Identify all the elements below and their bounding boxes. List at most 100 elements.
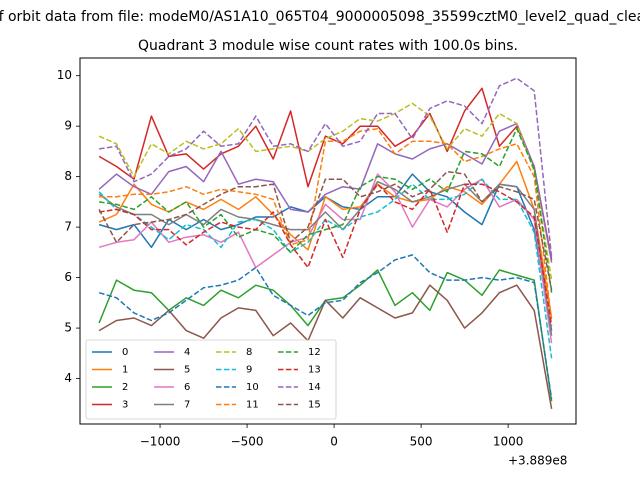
data-point-3-13 (325, 136, 326, 137)
data-point-2-3 (151, 292, 152, 293)
series-line-6 (98, 173, 553, 344)
legend-label-14: 14 (308, 382, 321, 393)
data-point-11-20 (447, 143, 448, 144)
data-point-10-19 (429, 272, 430, 273)
data-point-4-13 (325, 194, 326, 195)
data-point-2-8 (238, 297, 239, 298)
data-point-1-11 (290, 234, 291, 235)
data-point-10-9 (255, 267, 256, 268)
data-point-0-11 (290, 206, 291, 207)
legend-label-12: 12 (308, 347, 321, 358)
data-point-6-17 (394, 191, 395, 192)
data-point-10-10 (273, 295, 274, 296)
data-point-11-15 (360, 131, 361, 132)
data-point-10-6 (203, 287, 204, 288)
data-point-10-14 (342, 300, 343, 301)
data-point-9-4 (168, 239, 169, 240)
data-point-13-5 (186, 244, 187, 245)
data-point-4-23 (499, 131, 500, 132)
data-point-8-3 (151, 143, 152, 144)
data-point-5-18 (412, 312, 413, 313)
data-point-1-10 (273, 214, 274, 215)
data-point-11-1 (116, 196, 117, 197)
data-point-4-9 (255, 179, 256, 180)
data-point-2-12 (307, 325, 308, 326)
data-point-2-0 (99, 322, 100, 323)
data-point-6-23 (499, 206, 500, 207)
data-point-13-20 (447, 232, 448, 233)
data-point-15-11 (290, 242, 291, 243)
data-point-8-22 (481, 136, 482, 137)
data-point-14-26 (551, 257, 552, 258)
data-point-2-25 (534, 280, 535, 281)
data-point-10-1 (116, 297, 117, 298)
data-point-15-13 (325, 179, 326, 180)
data-point-12-25 (534, 169, 535, 170)
data-point-12-20 (447, 191, 448, 192)
data-point-7-18 (412, 201, 413, 202)
series-line-10 (98, 254, 553, 399)
data-point-4-22 (481, 163, 482, 164)
data-point-7-16 (377, 181, 378, 182)
data-point-3-11 (290, 110, 291, 111)
data-point-12-14 (342, 224, 343, 225)
data-point-2-20 (447, 272, 448, 273)
data-point-8-7 (220, 143, 221, 144)
data-point-11-18 (412, 141, 413, 142)
data-point-8-26 (551, 280, 552, 281)
data-point-11-0 (99, 196, 100, 197)
data-point-15-6 (203, 204, 204, 205)
data-point-11-10 (273, 199, 274, 200)
data-point-11-9 (255, 194, 256, 195)
data-point-13-11 (290, 244, 291, 245)
data-point-5-1 (116, 320, 117, 321)
data-point-5-0 (99, 330, 100, 331)
data-point-2-1 (116, 280, 117, 281)
data-point-5-4 (168, 310, 169, 311)
data-point-3-2 (133, 179, 134, 180)
data-point-5-17 (394, 317, 395, 318)
data-point-0-10 (273, 216, 274, 217)
data-point-11-19 (429, 141, 430, 142)
data-point-14-12 (307, 151, 308, 152)
data-point-9-9 (255, 219, 256, 220)
data-point-3-8 (238, 146, 239, 147)
data-point-9-22 (481, 179, 482, 180)
data-point-12-2 (133, 209, 134, 210)
data-point-7-6 (203, 224, 204, 225)
data-point-7-3 (151, 214, 152, 215)
data-point-1-17 (394, 196, 395, 197)
data-point-9-21 (464, 194, 465, 195)
legend-label-0: 0 (122, 347, 128, 358)
data-point-12-7 (220, 214, 221, 215)
data-point-3-21 (464, 110, 465, 111)
data-point-10-5 (186, 300, 187, 301)
data-point-0-5 (186, 229, 187, 230)
data-point-1-21 (464, 191, 465, 192)
data-point-12-22 (481, 153, 482, 154)
data-point-0-14 (342, 206, 343, 207)
data-point-15-1 (116, 242, 117, 243)
data-point-14-4 (168, 156, 169, 157)
data-point-15-3 (151, 222, 152, 223)
data-point-12-26 (551, 292, 552, 293)
data-point-13-3 (151, 229, 152, 230)
data-point-3-14 (342, 143, 343, 144)
data-point-15-9 (255, 186, 256, 187)
data-point-5-9 (255, 310, 256, 311)
data-point-1-9 (255, 196, 256, 197)
data-point-7-24 (516, 186, 517, 187)
data-point-11-2 (133, 194, 134, 195)
data-point-0-18 (412, 174, 413, 175)
data-point-9-0 (99, 191, 100, 192)
data-point-15-4 (168, 219, 169, 220)
x-tick-label: 1000 (493, 435, 524, 449)
data-point-10-4 (168, 312, 169, 313)
data-point-10-12 (307, 315, 308, 316)
data-point-5-21 (464, 328, 465, 329)
data-point-14-13 (325, 123, 326, 124)
data-point-13-7 (220, 222, 221, 223)
data-point-15-10 (273, 184, 274, 185)
data-point-10-24 (516, 277, 517, 278)
legend-label-13: 13 (308, 365, 321, 376)
